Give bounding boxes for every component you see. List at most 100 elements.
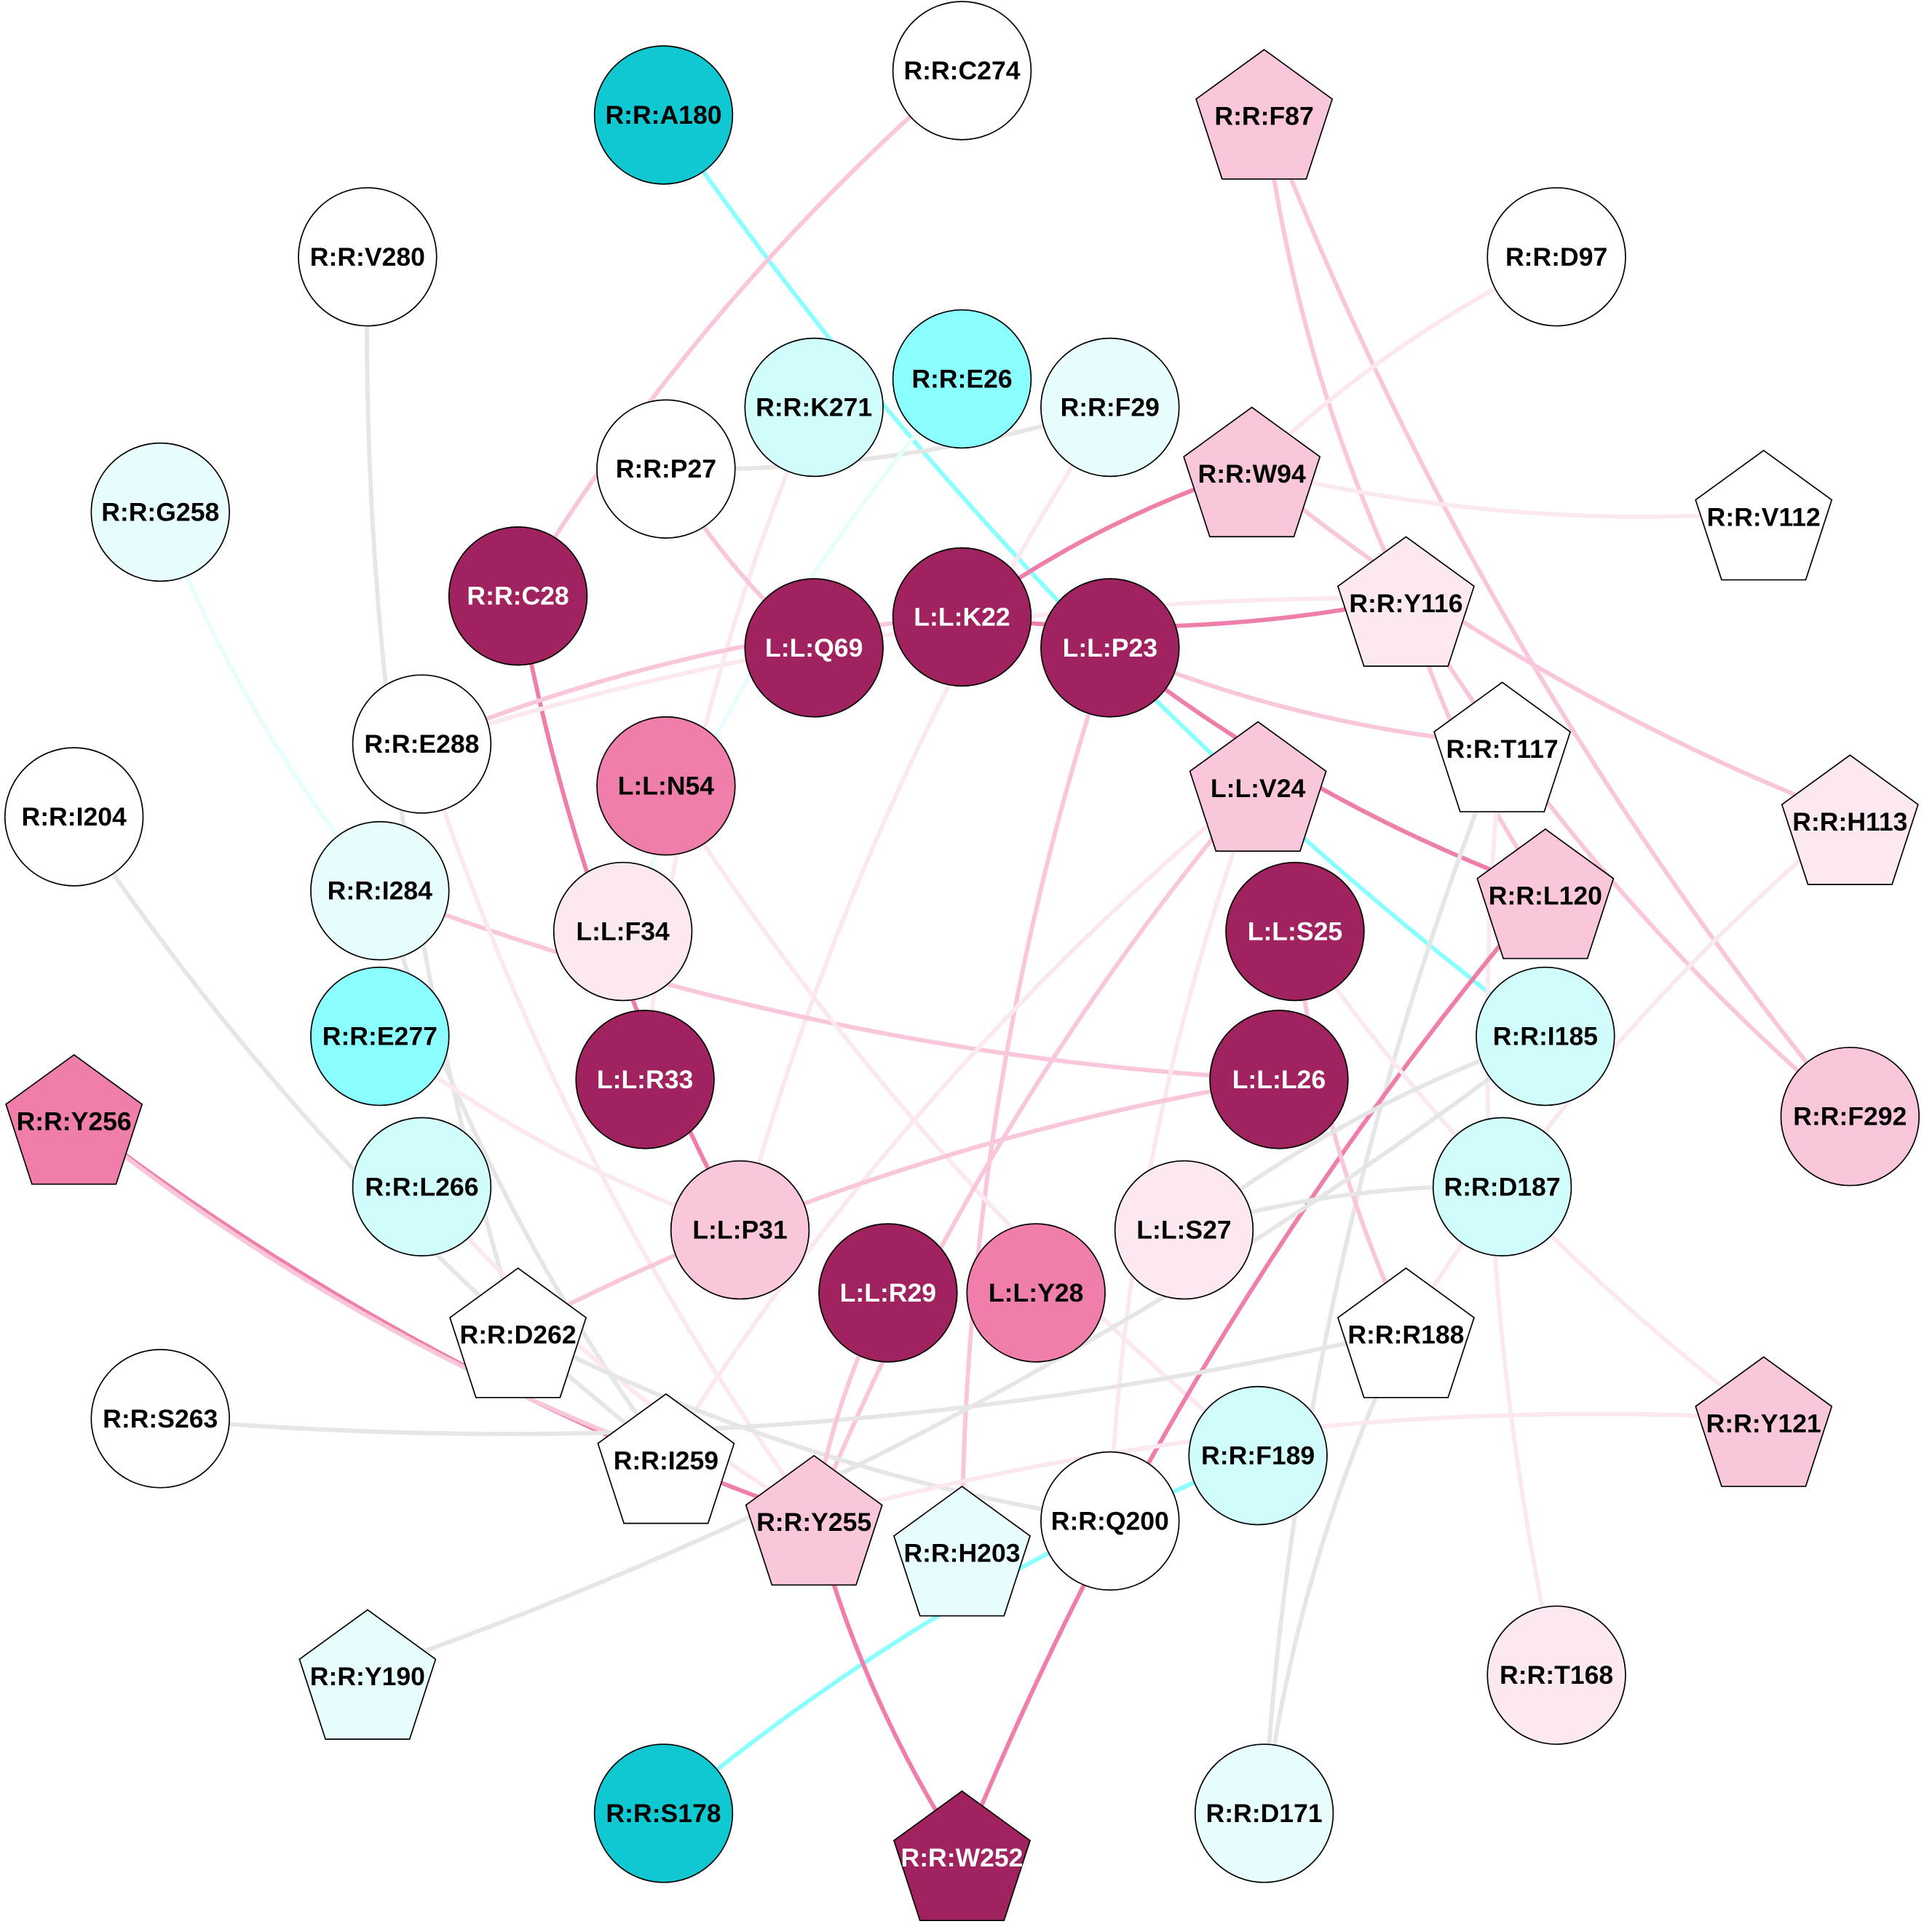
node-label: R:R:T168 — [1500, 1660, 1613, 1690]
node-r-r-v280[interactable]: R:R:V280 — [298, 187, 438, 327]
circle-node-shape — [670, 1160, 810, 1300]
node-label: R:R:D171 — [1206, 1799, 1323, 1828]
node-r-r-d187[interactable]: R:R:D187 — [1432, 1117, 1572, 1256]
node-label: L:L:S27 — [1136, 1216, 1231, 1245]
pentagon-node-shape — [1781, 754, 1919, 885]
edge-r-r-f87-r-r-f292 — [1262, 110, 1852, 1118]
circle-node-shape — [1476, 966, 1615, 1106]
node-r-r-p27[interactable]: R:R:P27 — [596, 399, 736, 539]
node-r-r-h203[interactable]: R:R:H203 — [892, 1485, 1032, 1617]
pentagon-node-shape — [745, 1454, 883, 1586]
pentagon-node-shape — [1695, 449, 1833, 581]
node-r-r-s263[interactable]: R:R:S263 — [90, 1349, 230, 1489]
node-r-r-w94[interactable]: R:R:W94 — [1183, 406, 1321, 538]
node-r-r-y121[interactable]: R:R:Y121 — [1695, 1356, 1833, 1487]
node-r-r-f87[interactable]: R:R:F87 — [1195, 49, 1334, 180]
node-r-r-h113[interactable]: R:R:H113 — [1781, 754, 1919, 885]
node-r-r-i185[interactable]: R:R:I185 — [1476, 966, 1615, 1106]
node-r-r-y116[interactable]: R:R:Y116 — [1337, 536, 1475, 667]
node-r-r-q200[interactable]: R:R:Q200 — [1040, 1451, 1180, 1591]
node-l-l-l26[interactable]: L:L:L26 — [1209, 1010, 1349, 1149]
node-label: L:L:Q69 — [765, 633, 863, 662]
edge-r-r-f87-r-r-y116 — [1262, 111, 1409, 600]
circle-node-shape — [90, 442, 230, 582]
pentagon-node-shape — [1337, 1267, 1475, 1398]
node-r-r-y255[interactable]: R:R:Y255 — [745, 1454, 883, 1586]
node-r-r-d97[interactable]: R:R:D97 — [1486, 187, 1626, 327]
node-r-r-t117[interactable]: R:R:T117 — [1433, 681, 1572, 812]
node-l-l-p31[interactable]: L:L:P31 — [670, 1160, 810, 1300]
node-r-r-e277[interactable]: R:R:E277 — [310, 966, 450, 1106]
node-r-r-e26[interactable]: R:R:E26 — [892, 309, 1032, 449]
node-r-r-f292[interactable]: R:R:F292 — [1780, 1046, 1920, 1187]
node-l-l-k22[interactable]: L:L:K22 — [892, 547, 1032, 687]
edge-l-l-k22-r-r-e288 — [421, 614, 962, 746]
node-l-l-f34[interactable]: L:L:F34 — [553, 861, 693, 1002]
node-label: R:R:Y116 — [1349, 589, 1462, 618]
node-l-l-v24[interactable]: L:L:V24 — [1189, 721, 1327, 852]
pentagon-node-shape — [1433, 681, 1572, 812]
circle-node-shape — [593, 45, 734, 185]
node-label: R:R:D97 — [1505, 242, 1607, 272]
node-r-r-v112[interactable]: R:R:V112 — [1695, 449, 1833, 581]
edge-r-r-f29-l-l-p31 — [737, 405, 1112, 1231]
pentagon-node-shape — [1189, 721, 1327, 852]
circle-node-shape — [352, 674, 492, 814]
node-label: R:R:T117 — [1446, 735, 1558, 764]
node-label: L:L:S25 — [1248, 917, 1342, 946]
node-r-r-d262[interactable]: R:R:D262 — [449, 1267, 587, 1398]
node-r-r-a180[interactable]: R:R:A180 — [593, 45, 734, 185]
node-l-l-r33[interactable]: L:L:R33 — [575, 1010, 715, 1149]
edge-r-r-w94-r-r-h113 — [1250, 467, 1851, 819]
node-r-r-y256[interactable]: R:R:Y256 — [5, 1053, 143, 1185]
node-r-r-l120[interactable]: R:R:L120 — [1476, 828, 1615, 959]
node-l-l-y28[interactable]: L:L:Y28 — [966, 1223, 1106, 1363]
pentagon-node-shape — [1337, 536, 1475, 667]
node-r-r-l266[interactable]: R:R:L266 — [352, 1117, 492, 1256]
node-r-r-f29[interactable]: R:R:F29 — [1040, 337, 1180, 478]
node-r-r-i259[interactable]: R:R:I259 — [597, 1393, 735, 1524]
node-label: R:R:L266 — [365, 1172, 478, 1201]
node-label: R:R:I259 — [614, 1446, 718, 1475]
edge-r-r-l266-r-r-y255 — [420, 1185, 815, 1519]
node-label: R:R:L120 — [1489, 881, 1602, 910]
node-label: R:R:G258 — [101, 498, 219, 527]
node-label: R:R:S178 — [606, 1799, 721, 1828]
pentagon-node-shape — [892, 1790, 1032, 1922]
node-r-r-y190[interactable]: R:R:Y190 — [298, 1609, 437, 1740]
node-label: R:R:F29 — [1061, 393, 1160, 422]
node-l-l-s27[interactable]: L:L:S27 — [1114, 1160, 1254, 1300]
node-r-r-i204[interactable]: R:R:I204 — [4, 747, 144, 887]
node-l-l-r29[interactable]: L:L:R29 — [818, 1223, 958, 1363]
circle-node-shape — [1486, 1605, 1626, 1745]
node-r-r-c28[interactable]: R:R:C28 — [448, 526, 588, 666]
node-r-r-f189[interactable]: R:R:F189 — [1188, 1385, 1328, 1526]
node-r-r-t168[interactable]: R:R:T168 — [1486, 1605, 1626, 1745]
edge-l-l-v24-r-r-q200 — [1107, 783, 1260, 1521]
node-label: R:R:C274 — [903, 56, 1020, 85]
node-l-l-s25[interactable]: L:L:S25 — [1225, 861, 1365, 1002]
node-r-r-s178[interactable]: R:R:S178 — [593, 1743, 734, 1883]
edge-r-r-e288-r-r-y255 — [419, 743, 816, 1519]
node-r-r-r188[interactable]: R:R:R188 — [1337, 1267, 1475, 1398]
node-r-r-d171[interactable]: R:R:D171 — [1194, 1743, 1334, 1883]
node-r-r-g258[interactable]: R:R:G258 — [90, 442, 230, 582]
circle-node-shape — [596, 716, 736, 856]
node-label: R:R:V112 — [1707, 502, 1821, 531]
circle-node-shape — [1209, 1010, 1349, 1149]
node-l-l-q69[interactable]: L:L:Q69 — [744, 578, 884, 718]
circle-node-shape — [1040, 578, 1180, 718]
edge-r-r-i284-l-l-l26 — [379, 888, 1280, 1082]
node-r-r-i284[interactable]: R:R:I284 — [310, 820, 450, 961]
node-r-r-e288[interactable]: R:R:E288 — [352, 674, 492, 814]
edge-r-r-h113-r-r-r188 — [1404, 815, 1852, 1331]
circle-node-shape — [1225, 861, 1365, 1002]
node-label: R:R:E288 — [364, 729, 479, 759]
node-r-r-c274[interactable]: R:R:C274 — [892, 1, 1032, 140]
node-r-r-k271[interactable]: R:R:K271 — [744, 337, 884, 478]
node-l-l-n54[interactable]: L:L:N54 — [596, 716, 736, 856]
node-l-l-p23[interactable]: L:L:P23 — [1040, 578, 1180, 718]
node-r-r-w252[interactable]: R:R:W252 — [892, 1790, 1032, 1922]
circle-node-shape — [892, 309, 1032, 449]
